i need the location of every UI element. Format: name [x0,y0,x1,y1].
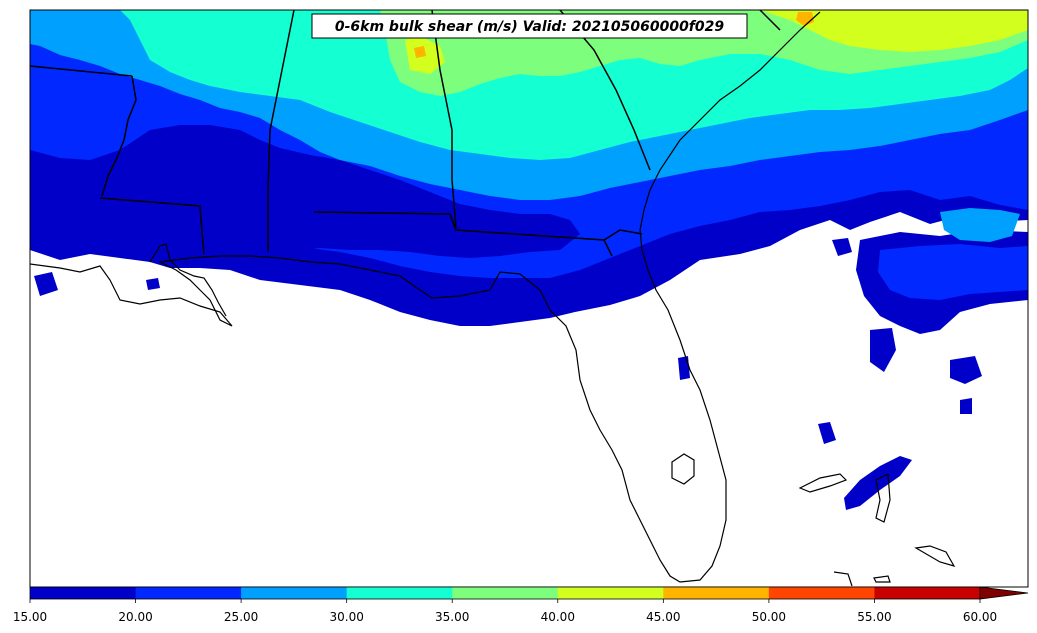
map-title-box [311,13,748,39]
colorbar-tick-label: 50.00 [752,610,786,624]
border-ar-la-north [30,65,133,77]
lake-okeechobee [671,453,695,485]
atlantic-cell-8 [844,456,912,510]
colorbar-segment [768,587,875,599]
atlantic-cell-7 [818,422,836,444]
border-ms-al [267,10,295,252]
map-title: 0-6km bulk shear (m/s) Valid: 2021050600… [311,13,748,39]
colorbar-segment [241,587,348,599]
colorbar-ticks: 15.00 20.00 25.00 30.00 35.00 40.00 45.00 50.00… [13,599,997,624]
bahamas-island-3 [914,545,956,567]
colorbar-segment [135,587,242,599]
colorbar-segment [452,587,559,599]
cuba-edge [833,571,853,587]
border-ga-fl-east [603,229,643,241]
atlantic-cell-4 [870,328,896,372]
colorbar-tick-label: 25.00 [224,610,258,624]
colorbar-segment [346,587,453,599]
atlantic-cell-9 [832,238,852,256]
shear-band-45-50 [796,12,814,26]
border-al-fl [313,211,613,257]
gulf-cell-2 [146,278,160,290]
map-panel[interactable]: 0-6km bulk shear (m/s) Valid: 2021050600… [30,10,1028,587]
bahamas-island-2 [875,473,891,523]
colorbar-tick-label: 60.00 [963,610,997,624]
border-nc-sc [759,10,781,31]
map-title-text: 0-6km bulk shear (m/s) Valid: 2021050600… [335,19,725,35]
colorbar-tick-label: 40.00 [541,610,575,624]
border-mississippi-river [101,75,137,197]
border-al-ga [431,10,457,229]
colorbar-segment [557,587,664,599]
shear-band-40-45 [760,10,1028,52]
colorbar-segments [29,586,981,600]
colorbar-tick-label: 55.00 [857,610,891,624]
colorbar-tick-label: 15.00 [13,610,47,624]
colorbar: 15.00 20.00 25.00 30.00 35.00 40.00 45.00 50.00… [13,586,1029,624]
colorbar-segment [874,587,981,599]
state-border-layer [30,10,781,257]
border-la-ms-north [99,197,205,255]
atlantic-cell-6 [960,398,972,414]
colorbar-tick-label: 45.00 [646,610,680,624]
colorbar-tick-label: 30.00 [329,610,363,624]
colorbar-extend-arrow [979,586,1029,600]
florida-cell [678,356,690,380]
shear-band-15-20-inland [30,125,580,258]
atlantic-cell-5 [950,356,982,384]
mississippi-delta [149,243,227,317]
coastline-layer [30,11,956,587]
gulf-coastline [30,11,821,583]
colorbar-tick-label: 20.00 [118,610,152,624]
shear-spot-west [414,46,426,58]
bahamas-island-4 [873,575,891,583]
atlantic-cell-3 [940,208,1020,242]
atlantic-cell-2 [878,244,1028,300]
colorbar-segment [663,587,770,599]
colorbar-segment [30,587,137,599]
bahamas-island-1 [798,473,848,493]
gulf-cell-1 [34,272,58,296]
colorbar-tick-label: 35.00 [435,610,469,624]
shear-fill-layer [30,10,1028,510]
